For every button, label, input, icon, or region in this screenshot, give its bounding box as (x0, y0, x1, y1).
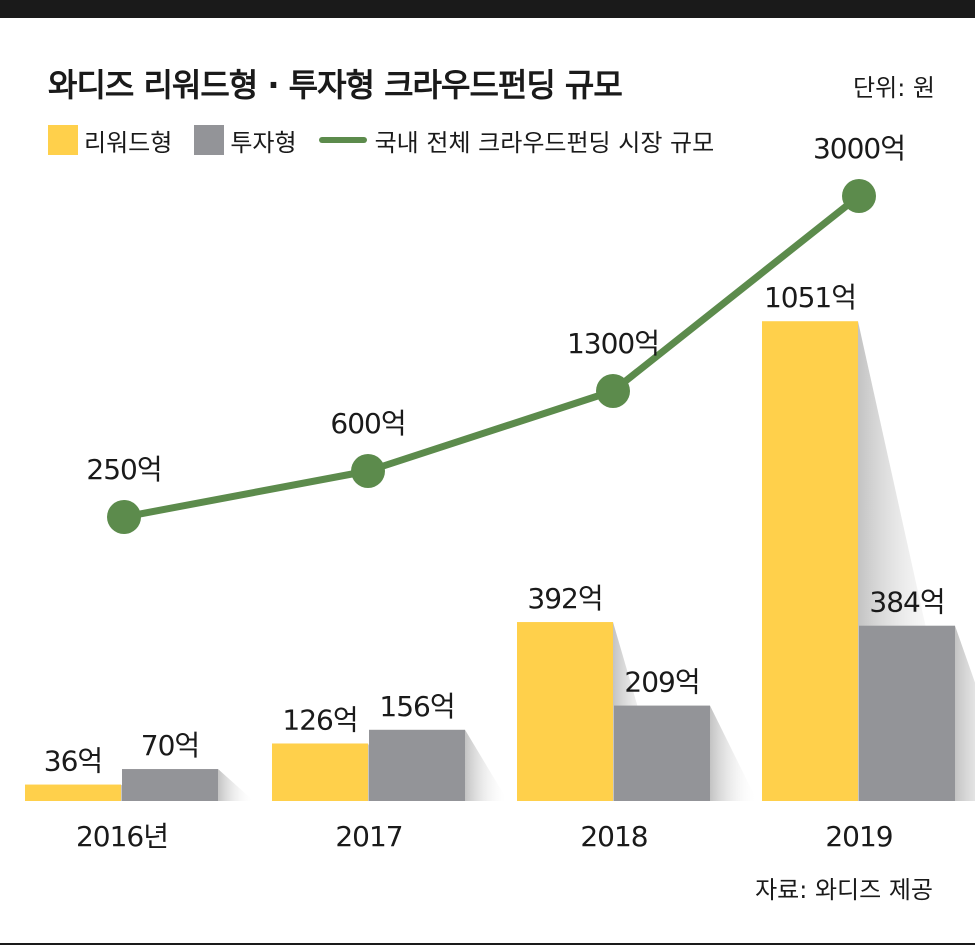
top-bar (0, 0, 975, 18)
legend-item-total: 국내 전체 크라우드펀딩 시장 규모 (318, 123, 715, 158)
bar-label-investment: 384억 (869, 586, 944, 619)
bar-shadow-investment (710, 705, 758, 801)
bar-label-investment: 156억 (379, 690, 454, 723)
legend-item-reward: 리워드형 (48, 123, 172, 158)
total-line-label: 250억 (86, 453, 161, 486)
legend-swatch-reward (48, 125, 78, 155)
total-line-point (107, 500, 141, 534)
legend: 리워드형 투자형 국내 전체 크라우드펀딩 시장 규모 (48, 122, 736, 158)
x-tick-label: 2017 (335, 820, 402, 853)
total-line-label: 600억 (330, 407, 405, 440)
chart-title: 와디즈 리워드형 · 투자형 크라우드펀딩 규모 (48, 66, 623, 104)
bar-reward (517, 622, 613, 801)
legend-line-total (318, 137, 367, 143)
bar-label-reward: 126억 (282, 703, 357, 736)
data-labels: 36억 70억 126억 156억 392억 209억 1051억 384억 250억 600억 1… (44, 132, 946, 778)
bar-investment (369, 729, 465, 801)
x-axis-ticks: 2016년 2017 2018 2019 (76, 820, 894, 853)
bar-investment (122, 769, 218, 801)
x-tick-label: 2016년 (76, 820, 168, 853)
bar-shadow-investment (955, 625, 975, 801)
total-line-point (596, 374, 630, 408)
total-line (120, 192, 863, 521)
total-line-point (842, 179, 876, 213)
total-line-label: 3000억 (813, 132, 905, 165)
source-note: 자료: 와디즈 제공 (755, 876, 933, 904)
bar-reward (25, 784, 121, 801)
bottom-rule (0, 943, 975, 945)
bar-shadow-investment (218, 769, 254, 801)
bar-label-reward: 1051억 (764, 281, 856, 314)
bar-reward (762, 321, 858, 801)
bar-investment (859, 625, 955, 801)
bar-label-reward: 36억 (44, 745, 102, 778)
legend-label-total: 국내 전체 크라우드펀딩 시장 규모 (374, 128, 715, 157)
legend-item-investment: 투자형 (194, 123, 297, 158)
x-tick-label: 2019 (825, 820, 892, 853)
bar-shadow-investment (465, 729, 508, 801)
total-line-label: 1300억 (567, 327, 659, 360)
legend-label-investment: 투자형 (230, 128, 297, 157)
legend-label-reward: 리워드형 (84, 128, 173, 157)
bar-label-investment: 209억 (624, 666, 699, 699)
bar-investment (614, 705, 710, 801)
unit-label: 단위: 원 (853, 74, 935, 102)
legend-swatch-investment (194, 125, 225, 155)
bar-label-reward: 392억 (527, 582, 602, 615)
bar-label-investment: 70억 (141, 729, 199, 762)
x-tick-label: 2018 (580, 820, 647, 853)
bar-reward (272, 743, 368, 801)
bars (25, 321, 955, 801)
total-line-series (107, 179, 876, 534)
total-line-point (351, 454, 385, 488)
